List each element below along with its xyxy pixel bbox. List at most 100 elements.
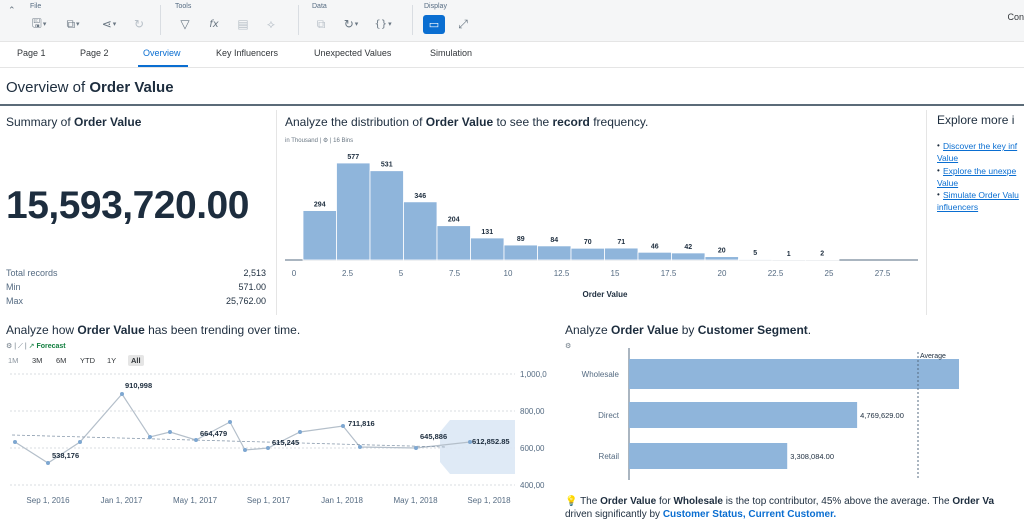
range-3m-button[interactable]: 3M — [32, 356, 43, 365]
segment-bar — [629, 402, 858, 428]
data-point — [228, 420, 232, 424]
range-1m-button[interactable]: 1M — [8, 356, 19, 365]
bar-data-label: 294 — [314, 202, 326, 209]
forecast-icon[interactable]: ↗ — [28, 343, 35, 350]
bar-data-label: 577 — [347, 154, 359, 161]
copy-icon[interactable]: ⧉ ▾ — [66, 16, 80, 31]
histogram-bar — [369, 170, 404, 261]
x-tick-label: Sep 1, 2017 — [247, 496, 291, 505]
category-label: Retail — [599, 452, 620, 461]
bar-data-label: 131 — [481, 229, 493, 236]
refresh-icon[interactable]: ↻ — [133, 17, 145, 31]
tab-unexpected-values[interactable]: Unexpected Values — [314, 48, 392, 58]
title-divider — [0, 104, 1024, 106]
tab-page-1[interactable]: Page 1 — [17, 48, 46, 58]
stat-total-records: Total records 2,513 — [6, 268, 266, 278]
bar-data-label: 531 — [381, 162, 393, 169]
lightbulb-icon: 💡 — [565, 496, 578, 507]
insight-text: 💡 The Order Value for Wholesale is the t… — [565, 495, 1024, 521]
link-explore-unexpected-cont[interactable]: Value — [937, 178, 959, 188]
histogram-bar — [537, 245, 572, 261]
link-simulate[interactable]: Simulate Order Valu — [943, 190, 1019, 200]
histogram-bar — [570, 247, 605, 261]
stat-label: Min — [6, 282, 21, 292]
trend-line-chart: 1,000,0 800,00 600,00 400,00 538,176 910,998 6… — [10, 370, 547, 505]
trend-title: Analyze how Order Value has been trendin… — [6, 323, 300, 337]
link-simulate-cont[interactable]: influencers — [937, 202, 979, 212]
save-icon[interactable]: 🖫 ▾ — [31, 15, 47, 30]
x-tick-label: 12.5 — [554, 269, 570, 278]
separator — [160, 5, 161, 35]
trend-line-icon[interactable]: ⟋ — [18, 343, 23, 350]
separator — [412, 5, 413, 35]
summary-total-value: 15,593,720.00 — [6, 184, 249, 227]
x-tick-label: May 1, 2018 — [393, 496, 438, 505]
trend-meta: ⚙ | ⟋ | ↗ Forecast — [6, 343, 66, 350]
chart-tools-icon[interactable]: ⟡ — [267, 16, 275, 31]
x-tick-label: May 1, 2017 — [173, 496, 218, 505]
insight-segment: Wholesale — [673, 496, 723, 507]
y-tick-label: 600,00 — [520, 444, 545, 453]
active-tab-indicator — [138, 65, 188, 67]
variables-icon[interactable]: {} ▾ — [374, 18, 392, 30]
toolbar: File ⌃ 🖫 ▾ ⧉ ▾ ⋖ ▾ ↻ Tools ▽ fx ▤ ⟡ Data ⧉ … — [0, 0, 1024, 42]
range-6m-button[interactable]: 6M — [56, 356, 67, 365]
forecast-band — [440, 420, 515, 474]
histogram-bar — [503, 244, 538, 261]
range-ytd-button[interactable]: YTD — [80, 356, 95, 365]
histogram-bar — [403, 201, 438, 261]
insight-measure: Order Va — [952, 496, 995, 507]
page-title-prefix: Overview of — [6, 79, 90, 96]
x-tick-label: 17.5 — [661, 269, 677, 278]
point-label: 538,176 — [52, 451, 79, 460]
link-discover-key-influencers-cont[interactable]: Value — [937, 153, 959, 163]
forecast-label[interactable]: Forecast — [36, 343, 66, 350]
x-tick-label: 15 — [611, 269, 620, 278]
title-part: Analyze the distribution of — [285, 115, 426, 129]
separator — [298, 5, 299, 35]
insight-part: The — [580, 496, 601, 507]
bar-data-label: 5 — [753, 250, 757, 257]
tab-simulation[interactable]: Simulation — [430, 48, 473, 58]
category-label: Wholesale — [582, 370, 620, 379]
summary-title-measure: Order Value — [74, 115, 142, 129]
stat-max: Max 25,762.00 — [6, 296, 266, 306]
histogram-bar — [738, 258, 773, 261]
tab-overview[interactable]: Overview — [143, 48, 181, 58]
toolbar-right-text[interactable]: Con — [1007, 12, 1024, 22]
x-tick-label: 27.5 — [875, 269, 891, 278]
refresh-data-icon[interactable]: ↻ ▾ — [343, 17, 359, 31]
settings-icon[interactable]: ⚙ — [565, 343, 572, 350]
data-point — [243, 448, 247, 452]
link-discover-key-influencers[interactable]: Discover the key inf — [943, 141, 1018, 151]
collapse-chevron-icon[interactable]: ⌃ — [8, 6, 16, 16]
link-explore-unexpected[interactable]: Explore the unexpe — [943, 166, 1017, 176]
data-point — [266, 446, 270, 450]
insight-highlight[interactable]: Customer Status, Current Customer. — [662, 509, 837, 520]
stat-value: 571.00 — [238, 282, 266, 292]
data-source-icon[interactable]: ⧉ — [316, 16, 326, 31]
fullscreen-icon[interactable]: ⤢ — [458, 16, 468, 31]
tab-page-2[interactable]: Page 2 — [80, 48, 109, 58]
bar-data-label: 204 — [448, 217, 460, 224]
point-label: 910,998 — [125, 381, 152, 390]
title-measure: Order Value — [611, 323, 679, 337]
settings-icon[interactable]: ⚙ — [6, 343, 13, 350]
formula-icon[interactable]: fx — [209, 18, 219, 30]
segment-title: Analyze Order Value by Customer Segment. — [565, 323, 811, 337]
comment-mode-button[interactable]: ▭ — [423, 15, 445, 34]
share-icon[interactable]: ⋖ ▾ — [101, 17, 117, 31]
point-label: 615,245 — [272, 438, 299, 447]
filter-icon[interactable]: ▽ — [180, 17, 190, 31]
x-tick-label: Sep 1, 2018 — [467, 496, 511, 505]
tab-key-influencers[interactable]: Key Influencers — [216, 48, 279, 58]
meta-separator: | — [317, 138, 323, 144]
settings-icon[interactable]: ⚙ — [322, 138, 329, 144]
calculation-icon[interactable]: ▤ — [237, 17, 249, 31]
range-all-button[interactable]: All — [128, 355, 144, 366]
x-tick-label: 5 — [399, 269, 404, 278]
summary-title: Summary of Order Value — [6, 115, 141, 129]
range-1y-button[interactable]: 1Y — [107, 356, 117, 365]
distribution-title: Analyze the distribution of Order Value … — [285, 115, 648, 129]
point-label: 612,852.85 — [472, 437, 510, 446]
